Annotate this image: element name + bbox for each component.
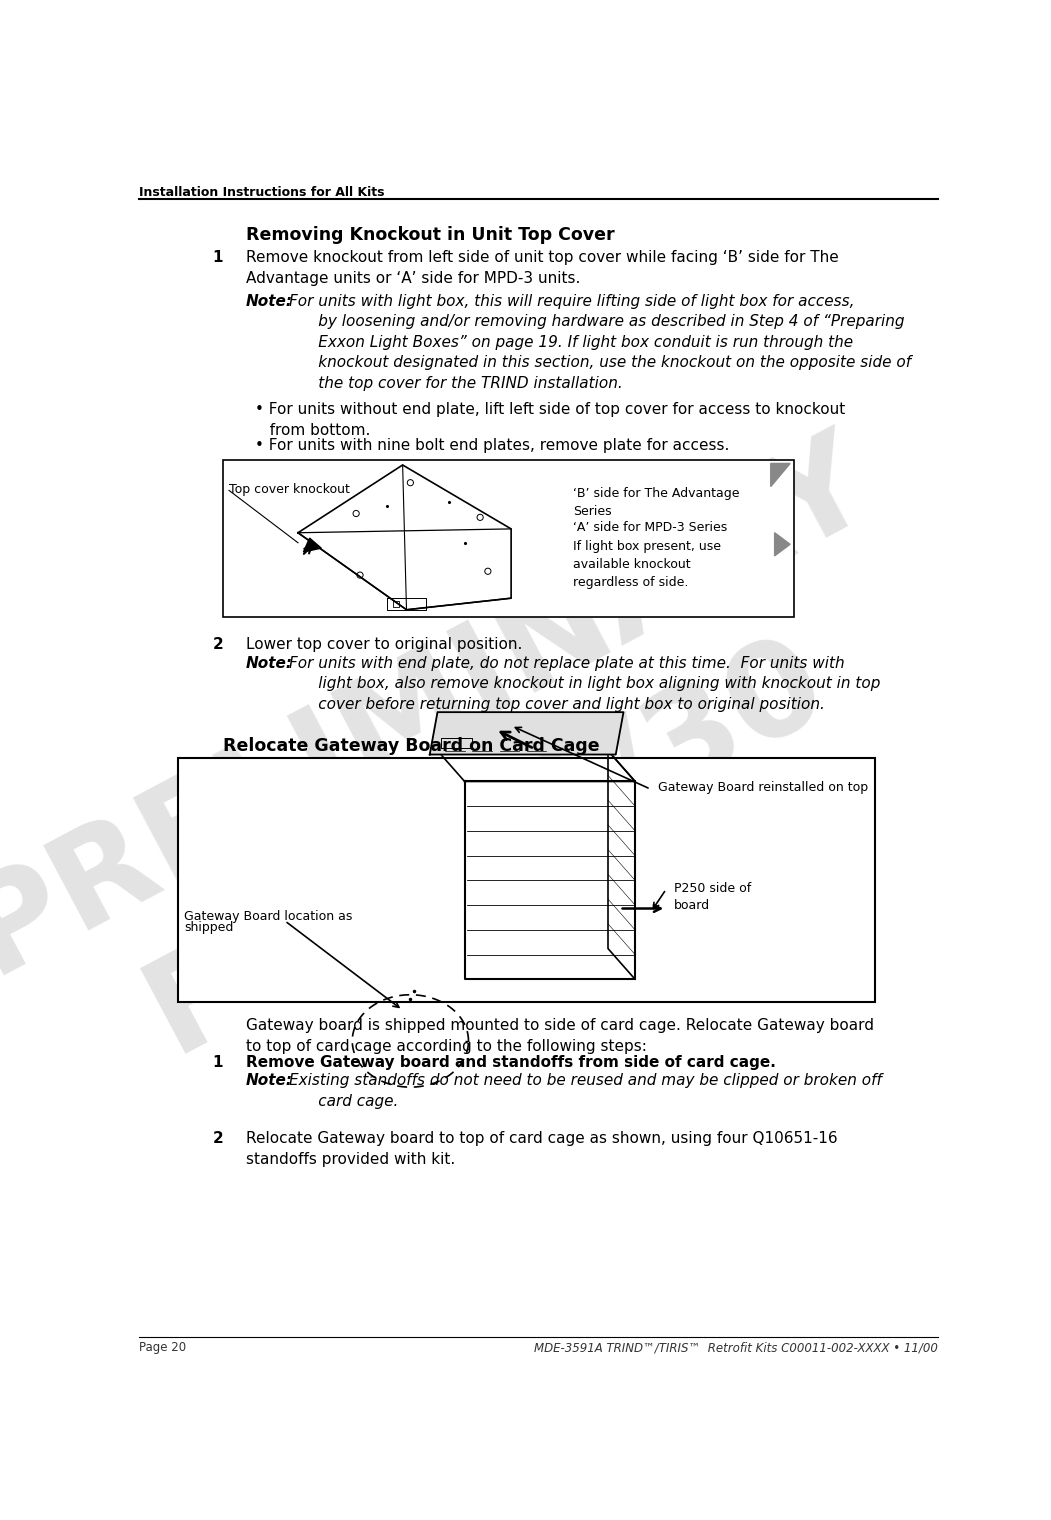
Text: 1: 1: [212, 1055, 223, 1070]
Text: • For units with nine bolt end plates, remove plate for access.: • For units with nine bolt end plates, r…: [255, 438, 729, 453]
Text: If light box present, use
available knockout
regardless of side.: If light box present, use available knoc…: [573, 541, 721, 590]
Text: Note:: Note:: [246, 293, 293, 309]
Text: Note:: Note:: [246, 1073, 293, 1088]
Text: Installation Instructions for All Kits: Installation Instructions for All Kits: [139, 187, 385, 199]
Text: Remove knockout from left side of unit top cover while facing ‘B’ side for The
A: Remove knockout from left side of unit t…: [246, 251, 839, 286]
Text: Lower top cover to original position.: Lower top cover to original position.: [246, 637, 522, 652]
Text: P250 side of
board: P250 side of board: [674, 882, 751, 912]
Text: Relocate Gateway board to top of card cage as shown, using four Q10651-16
stando: Relocate Gateway board to top of card ca…: [246, 1131, 838, 1167]
Text: Gateway Board reinstalled on top: Gateway Board reinstalled on top: [658, 781, 868, 795]
Text: PRELIMINARY: PRELIMINARY: [0, 413, 891, 999]
Text: 2: 2: [212, 637, 224, 652]
Text: For units with end plate, do not replace plate at this time.  For units with
   : For units with end plate, do not replace…: [289, 657, 881, 711]
Polygon shape: [430, 713, 623, 754]
Text: Existing standoffs do not need to be reused and may be clipped or broken off
   : Existing standoffs do not need to be reu…: [289, 1073, 883, 1108]
Text: Note:: Note:: [246, 657, 293, 670]
Text: For units with light box, this will require lifting side of light box for access: For units with light box, this will requ…: [289, 293, 911, 391]
Text: shipped: shipped: [184, 921, 233, 933]
Text: 1: 1: [212, 251, 223, 264]
Text: FCC 11/30: FCC 11/30: [128, 622, 847, 1084]
Bar: [178, 758, 875, 1003]
Text: MDE-3591A TRIND™/TIRIS™  Retrofit Kits C00011-002-XXXX • 11/00: MDE-3591A TRIND™/TIRIS™ Retrofit Kits C0…: [534, 1341, 939, 1354]
Polygon shape: [775, 532, 790, 556]
Text: Gateway Board location as: Gateway Board location as: [184, 910, 352, 923]
Text: 2: 2: [212, 1131, 224, 1146]
Polygon shape: [304, 538, 322, 552]
Text: Top cover knockout: Top cover knockout: [229, 483, 350, 496]
Text: • For units without end plate, lift left side of top cover for access to knockou: • For units without end plate, lift left…: [255, 401, 846, 438]
Text: Gateway board is shipped mounted to side of card cage. Relocate Gateway board
to: Gateway board is shipped mounted to side…: [246, 1018, 874, 1053]
Text: ‘B’ side for The Advantage
Series: ‘B’ side for The Advantage Series: [573, 486, 740, 517]
Text: Remove Gateway board and standoffs from side of card cage.: Remove Gateway board and standoffs from …: [246, 1055, 776, 1070]
Bar: [223, 459, 794, 617]
Text: Relocate Gateway Board on Card Cage: Relocate Gateway Board on Card Cage: [223, 737, 599, 755]
Polygon shape: [770, 464, 790, 486]
Text: ‘A’ side for MPD-3 Series: ‘A’ side for MPD-3 Series: [573, 521, 727, 534]
Text: Page 20: Page 20: [139, 1341, 186, 1354]
Text: Removing Knockout in Unit Top Cover: Removing Knockout in Unit Top Cover: [246, 225, 615, 243]
